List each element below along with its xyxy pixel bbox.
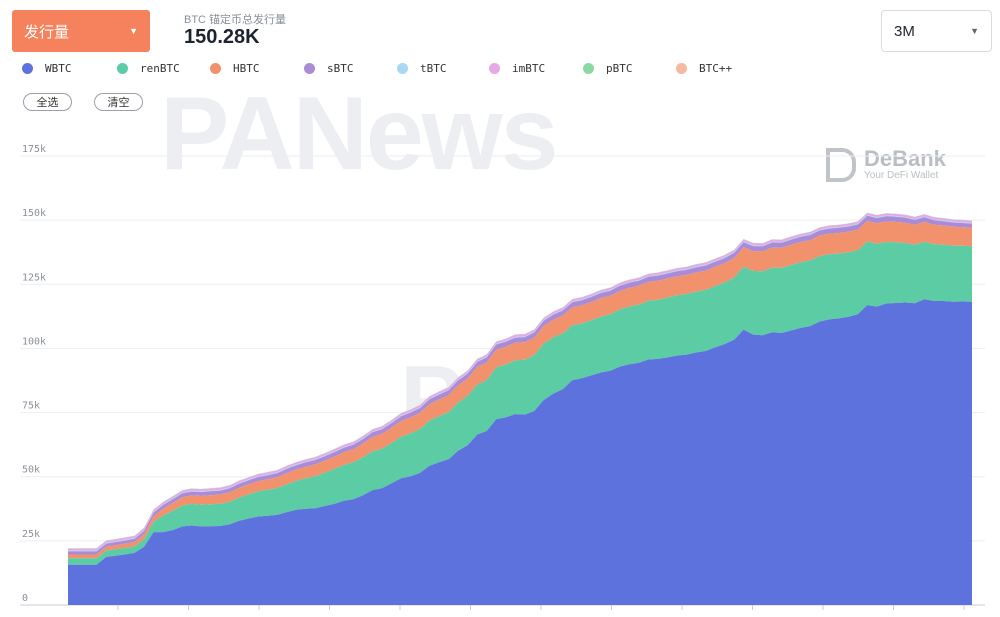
debank-logo: DeBank Your DeFi Wallet — [826, 148, 946, 182]
area-renbtc — [68, 241, 972, 565]
debank-logo-icon — [826, 148, 856, 182]
legend-dot — [22, 63, 33, 74]
legend-label: BTC++ — [699, 62, 733, 75]
legend-label: tBTC — [420, 62, 447, 75]
time-range-select[interactable]: 3M ▼ — [881, 10, 992, 52]
area-sbtc — [68, 215, 972, 555]
legend-dot — [583, 63, 594, 74]
y-tick-label: 75k — [22, 401, 40, 412]
clear-button[interactable]: 清空 — [94, 93, 143, 111]
legend-item-hbtc[interactable]: HBTC — [210, 62, 260, 75]
chevron-down-icon: ▼ — [970, 26, 979, 36]
area-hbtc — [68, 220, 972, 559]
time-range-label: 3M — [894, 22, 915, 40]
legend-item-wbtc[interactable]: WBTC — [22, 62, 72, 75]
legend-item-sbtc[interactable]: sBTC — [304, 62, 354, 75]
select-all-button[interactable]: 全选 — [23, 93, 72, 111]
legend-label: WBTC — [45, 62, 72, 75]
legend-dot — [676, 63, 687, 74]
legend-label: imBTC — [512, 62, 546, 75]
legend-label: sBTC — [327, 62, 354, 75]
area-wbtc — [68, 299, 972, 605]
debank-tagline: Your DeFi Wallet — [864, 170, 939, 181]
legend-label: renBTC — [140, 62, 180, 75]
y-tick-label: 25k — [22, 529, 40, 540]
metric-dropdown-label: 发行量 — [24, 23, 70, 41]
y-tick-label: 0 — [22, 593, 28, 604]
debank-brand: DeBank — [864, 146, 946, 171]
legend-dot — [304, 63, 315, 74]
legend-label: pBTC — [606, 62, 633, 75]
legend-item-btcplusplus[interactable]: BTC++ — [676, 62, 732, 75]
y-tick-label: 175k — [22, 144, 46, 155]
legend-label: HBTC — [233, 62, 260, 75]
y-tick-label: 125k — [22, 272, 46, 283]
y-tick-label: 150k — [22, 208, 46, 219]
legend-item-pbtc[interactable]: pBTC — [583, 62, 633, 75]
metric-dropdown[interactable]: 发行量 ▼ — [12, 10, 150, 52]
legend-item-renbtc[interactable]: renBTC — [117, 62, 180, 75]
legend-dot — [117, 63, 128, 74]
chevron-down-icon: ▼ — [129, 26, 138, 36]
legend-dot — [210, 63, 221, 74]
supply-title: BTC 锚定币总发行量 — [184, 14, 287, 26]
legend-dot — [489, 63, 500, 74]
legend-item-imbtc[interactable]: imBTC — [489, 62, 545, 75]
stacked-area-chart: 0 25k 50k 75k 100k 125k 150k 175k — [20, 144, 985, 610]
y-tick-label: 100k — [22, 336, 46, 347]
supply-value: 150.28K — [184, 26, 260, 48]
legend-item-tbtc[interactable]: tBTC — [397, 62, 447, 75]
legend-dot — [397, 63, 408, 74]
y-tick-label: 50k — [22, 465, 40, 476]
